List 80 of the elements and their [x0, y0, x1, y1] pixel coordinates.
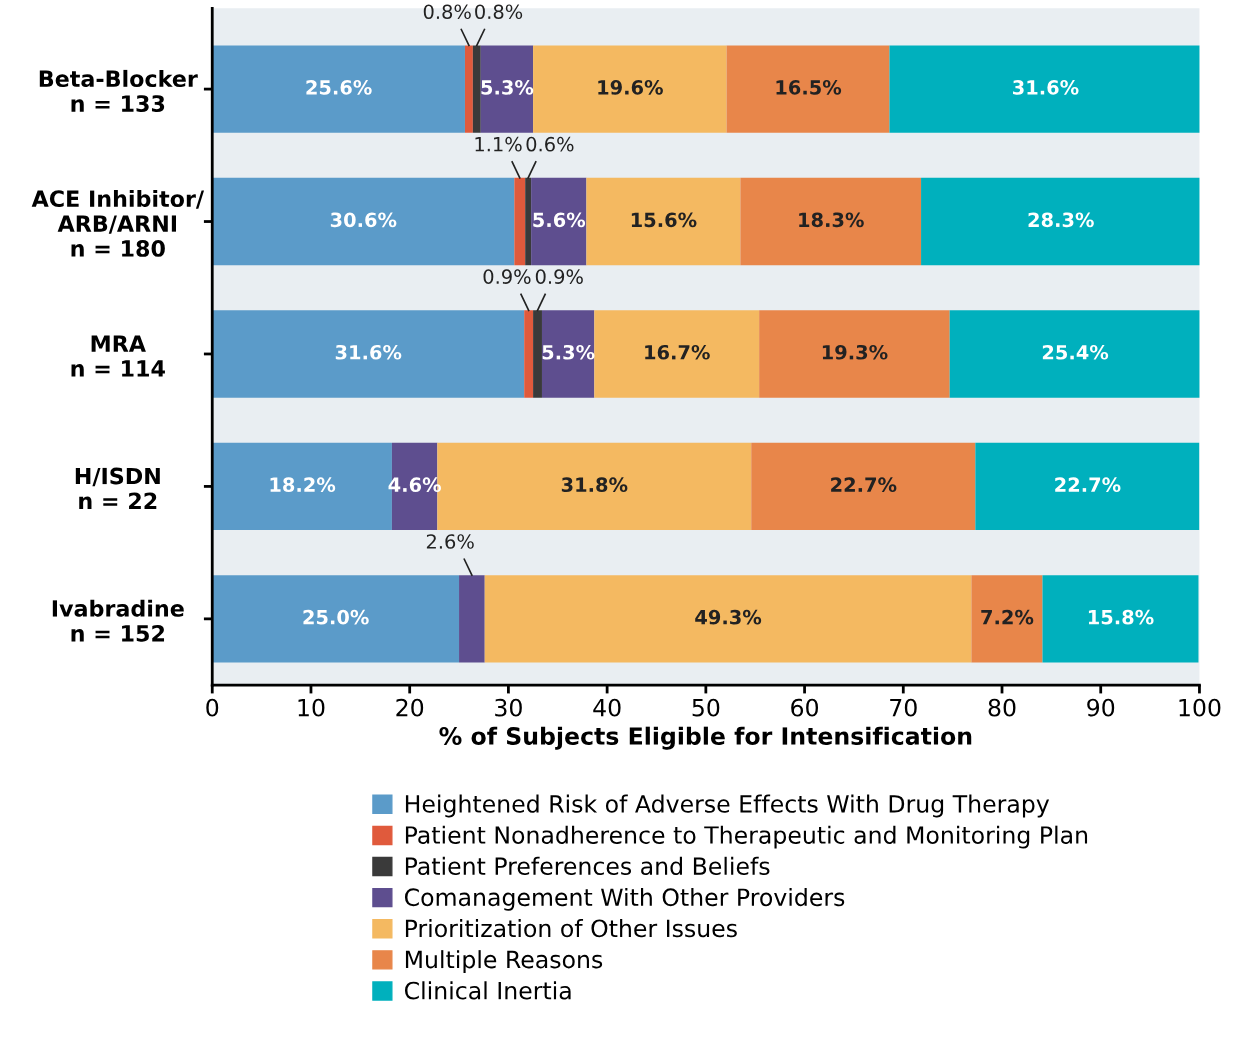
- data-label: 25.6%: [306, 80, 372, 95]
- data-label: 5.6%: [533, 212, 586, 228]
- bar: [726, 45, 890, 133]
- x-tick-label: 100: [1179, 698, 1221, 717]
- data-label: 30.6%: [330, 212, 397, 228]
- bar: [586, 177, 741, 266]
- data-label: 49.3%: [695, 609, 762, 625]
- data-label: 22.7%: [831, 477, 897, 493]
- bar: [472, 45, 481, 133]
- data-label: 0.9%: [535, 269, 583, 284]
- data-label: 15.6%: [631, 212, 697, 228]
- legend-label: Prioritization of Other Issues: [405, 919, 737, 938]
- y-tick-label: MRA n = 114: [71, 335, 165, 377]
- data-label: 31.8%: [561, 477, 628, 493]
- bar: [533, 45, 727, 133]
- x-axis-title: % of Subjects Eligible for Intensification: [439, 726, 972, 750]
- data-label: 16.5%: [776, 80, 842, 95]
- x-tick-label: 0: [206, 698, 219, 717]
- y-tick-label: ACE Inhibitor/ ARB/ARNI n = 180: [31, 189, 205, 257]
- data-label: 25.4%: [1042, 344, 1109, 360]
- data-label: 2.6%: [426, 534, 474, 549]
- legend-label: Multiple Reasons: [405, 950, 603, 973]
- bar: [212, 310, 525, 398]
- bar: [541, 310, 595, 398]
- bar: [949, 310, 1200, 398]
- bar: [975, 442, 1200, 531]
- bar: [533, 310, 542, 398]
- bar: [212, 177, 515, 266]
- legend-label: Heightened Risk of Adverse Effects With Drug Therapy: [405, 794, 1050, 818]
- legend-label: Patient Preferences and Beliefs: [405, 856, 770, 876]
- bar: [464, 45, 473, 133]
- x-tick-label: 40: [593, 698, 621, 717]
- x-tick-label: 60: [791, 698, 819, 717]
- x-tick-label: 50: [692, 698, 720, 717]
- data-label: 22.7%: [1055, 477, 1121, 493]
- x-tick-label: 70: [890, 698, 917, 717]
- data-label: 1.1%: [475, 136, 522, 152]
- legend-label: Clinical Inertia: [404, 981, 571, 1000]
- y-tick-label: Beta-Blocker n = 133: [39, 69, 198, 112]
- data-label: 0.6%: [526, 136, 574, 152]
- data-label: 31.6%: [1013, 80, 1079, 95]
- data-label: 28.3%: [1028, 212, 1094, 228]
- data-label: 19.6%: [598, 80, 663, 95]
- data-label: 25.0%: [303, 609, 369, 625]
- data-label: 15.8%: [1088, 609, 1154, 625]
- y-tick-label: H/ISDN n = 22: [75, 467, 160, 509]
- data-label: 7.2%: [981, 609, 1034, 625]
- data-label: 18.3%: [799, 212, 864, 228]
- bar: [459, 575, 485, 663]
- bar: [594, 310, 760, 398]
- x-tick-label: 20: [396, 698, 424, 717]
- bar: [740, 177, 922, 266]
- data-label: 31.6%: [335, 344, 402, 360]
- bar: [751, 442, 976, 531]
- bar: [921, 177, 1200, 266]
- data-label: 0.8%: [423, 4, 471, 20]
- bar: [889, 45, 1200, 133]
- bar: [484, 575, 972, 663]
- legend-label: Patient Nonadherence to Therapeutic and Monitoring Plan: [405, 825, 1088, 849]
- y-tick-label: Ivabradine n = 152: [52, 599, 184, 642]
- data-label: 16.7%: [645, 344, 710, 360]
- bar: [531, 177, 587, 266]
- bar: [759, 310, 950, 398]
- x-tick-label: 10: [298, 698, 325, 717]
- x-tick-label: 30: [495, 698, 522, 717]
- bar: [212, 45, 465, 133]
- bar: [524, 310, 534, 398]
- bar: [212, 575, 460, 663]
- x-tick-label: 90: [1087, 698, 1115, 717]
- data-label: 0.8%: [475, 4, 523, 20]
- legend-label: Comanagement With Other Providers: [404, 887, 845, 911]
- bar: [971, 575, 1043, 663]
- data-label: 18.2%: [270, 477, 336, 493]
- bar: [514, 177, 526, 266]
- bar: [1042, 575, 1199, 663]
- bar: [480, 45, 534, 133]
- bar: [525, 177, 532, 266]
- data-label: 19.3%: [822, 344, 888, 360]
- data-label: 0.9%: [483, 269, 531, 284]
- x-tick-label: 80: [988, 698, 1016, 717]
